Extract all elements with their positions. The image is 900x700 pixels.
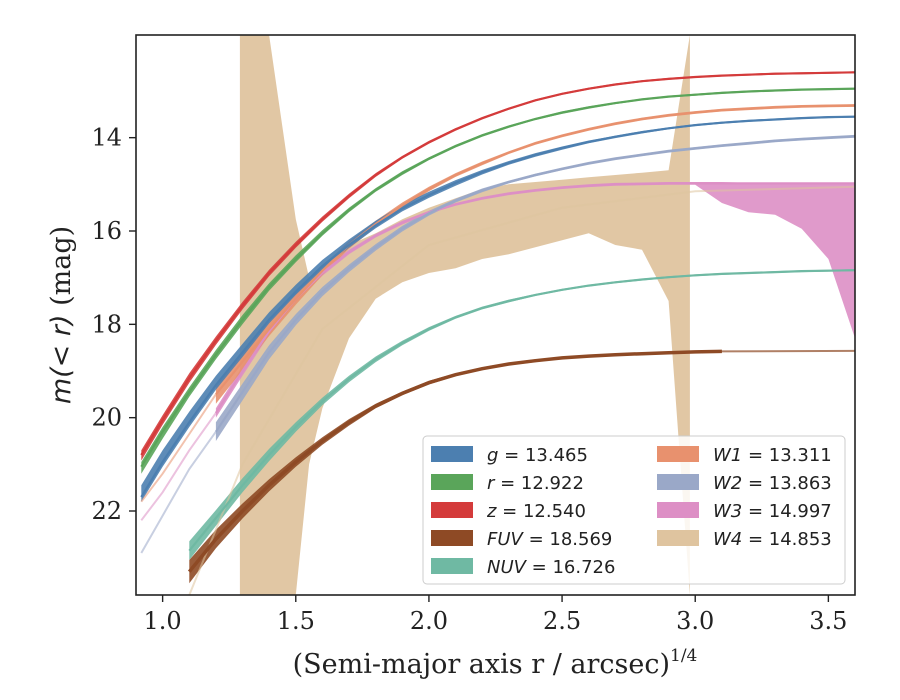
x-axis-label-main: (Semi-major axis r / arcsec) [293, 649, 670, 680]
series-w2-extrapolation [140, 431, 217, 554]
x-axis-label: (Semi-major axis r / arcsec)1/4 [293, 646, 698, 680]
y-axis-label-unit: (mag) [46, 226, 77, 315]
legend-swatch-w2 [657, 474, 699, 490]
x-tick-label: 1.5 [277, 607, 315, 635]
legend-box [422, 435, 846, 585]
series-w2-line [214, 135, 855, 433]
legend-band-name: W3 [713, 501, 742, 522]
series-nuv-line [188, 269, 855, 552]
legend-label-w3: W3 = 14.997 [713, 501, 832, 522]
legend-band-value: = 14.853 [742, 529, 832, 550]
x-tick-label: 1.0 [144, 607, 182, 635]
y-tick-label: 14 [91, 124, 122, 152]
series-fuv-extension [721, 349, 855, 353]
x-tick-label: 3.5 [809, 607, 847, 635]
x-tick-label: 2.5 [543, 607, 581, 635]
series-w4-extrapolation [188, 185, 855, 595]
legend-label-w4: W4 = 14.853 [713, 529, 832, 550]
legend-swatch-z [431, 502, 473, 518]
y-tick-label: 22 [91, 497, 122, 525]
series-g-line [140, 115, 855, 498]
legend-band-value: = 14.997 [742, 501, 832, 522]
legend-band-name: r [487, 473, 496, 494]
series-w1-line [215, 104, 855, 395]
legend-swatch-fuv [431, 530, 473, 546]
legend-label-nuv: NUV = 16.726 [487, 557, 615, 578]
legend-band-value: = 13.465 [498, 445, 588, 466]
series-fuv-line [187, 349, 722, 573]
legend-band-name: FUV [487, 529, 525, 550]
legend-band-name: NUV [487, 557, 528, 578]
legend-label-fuv: FUV = 18.569 [487, 529, 612, 550]
x-axis-ticks: 1.0 1.5 2.0 2.5 3.0 3.5 [144, 595, 847, 635]
legend-swatch-nuv [431, 558, 473, 574]
series-w3-extrapolation [140, 412, 217, 521]
series-r-line [140, 87, 855, 468]
series-bands [141, 35, 855, 595]
legend-band-value: = 16.726 [526, 557, 616, 578]
series-w1-band [215, 104, 855, 404]
legend-band-name: W2 [713, 473, 742, 494]
legend-label-g: g = 13.465 [487, 445, 588, 466]
x-tick-label: 3.0 [676, 607, 714, 635]
legend-swatch-g [431, 446, 473, 462]
legend-band-value: = 18.569 [523, 529, 613, 550]
legend-band-value: = 13.311 [742, 445, 832, 466]
legend-label-w2: W2 = 13.863 [713, 473, 832, 494]
legend-band-name: z [486, 501, 497, 522]
legend-swatch-w4 [657, 530, 699, 546]
y-tick-label: 16 [91, 217, 122, 245]
series-w1-extrapolation [140, 393, 217, 503]
legend-label-r: r = 12.922 [487, 473, 584, 494]
legend-swatch-w1 [657, 446, 699, 462]
y-axis-ticks: 14 16 18 20 22 [91, 124, 136, 525]
legend-band-name: W1 [713, 445, 742, 466]
legend-band-name: g [487, 445, 498, 466]
legend-band-name: W4 [713, 529, 742, 550]
series-w3-line [214, 182, 855, 414]
x-axis-label-power: 1/4 [670, 646, 697, 666]
legend-band-value: = 12.922 [494, 473, 584, 494]
legend-swatch-w3 [657, 502, 699, 518]
legend-band-value: = 13.863 [742, 473, 832, 494]
legend-band-value: = 12.540 [496, 501, 586, 522]
y-tick-label: 20 [91, 404, 122, 432]
x-tick-label: 2.0 [410, 607, 448, 635]
legend-label-z: z = 12.540 [486, 501, 586, 522]
plot-frame [135, 34, 856, 596]
legend-swatch-r [431, 474, 473, 490]
series-z-line [140, 71, 855, 456]
legend-label-w1: W1 = 13.311 [713, 445, 832, 466]
series-w3-band [215, 182, 855, 418]
series-w4-band [239, 35, 690, 595]
y-axis-label: m(< r) (mag) [46, 226, 77, 404]
y-axis-label-symbol: m(< r) [46, 314, 77, 404]
series-lines [140, 71, 855, 595]
y-tick-label: 18 [91, 310, 122, 338]
